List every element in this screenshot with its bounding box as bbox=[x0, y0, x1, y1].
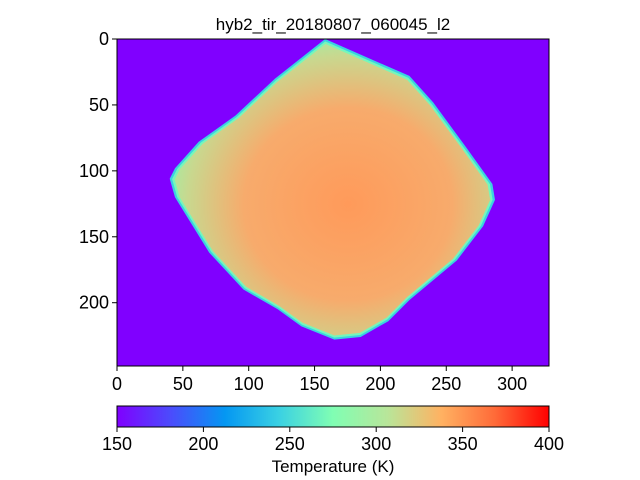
colorbar-tick-label: 250 bbox=[275, 434, 305, 454]
colorbar-tick-label: 200 bbox=[188, 434, 218, 454]
colorbar-tick-label: 400 bbox=[534, 434, 564, 454]
chart-title: hyb2_tir_20180807_060045_l2 bbox=[216, 15, 450, 34]
x-tick-label: 150 bbox=[300, 374, 330, 394]
x-tick-label: 50 bbox=[173, 374, 193, 394]
y-tick-label: 100 bbox=[79, 161, 109, 181]
colorbar bbox=[116, 405, 550, 428]
colorbar-tick-label: 150 bbox=[102, 434, 132, 454]
y-tick-label: 200 bbox=[79, 293, 109, 313]
x-tick-label: 300 bbox=[497, 374, 527, 394]
asteroid-body bbox=[174, 43, 491, 336]
x-tick-label: 0 bbox=[112, 374, 122, 394]
plot-frame bbox=[116, 38, 550, 367]
colorbar-tick-label: 350 bbox=[448, 434, 478, 454]
y-axis: 0 50 100 150 200 bbox=[79, 29, 117, 313]
x-tick-label: 100 bbox=[234, 374, 264, 394]
y-tick-label: 150 bbox=[79, 227, 109, 247]
x-tick-label: 250 bbox=[431, 374, 461, 394]
x-axis: 0 50 100 150 200 250 300 bbox=[112, 366, 527, 394]
x-tick-label: 200 bbox=[365, 374, 395, 394]
y-tick-label: 50 bbox=[89, 95, 109, 115]
plot-area bbox=[117, 39, 549, 366]
colorbar-tick-label: 300 bbox=[361, 434, 391, 454]
y-tick-label: 0 bbox=[99, 29, 109, 49]
colorbar-axis: 150 200 250 300 350 400 bbox=[102, 427, 564, 454]
colorbar-label: Temperature (K) bbox=[272, 457, 395, 476]
